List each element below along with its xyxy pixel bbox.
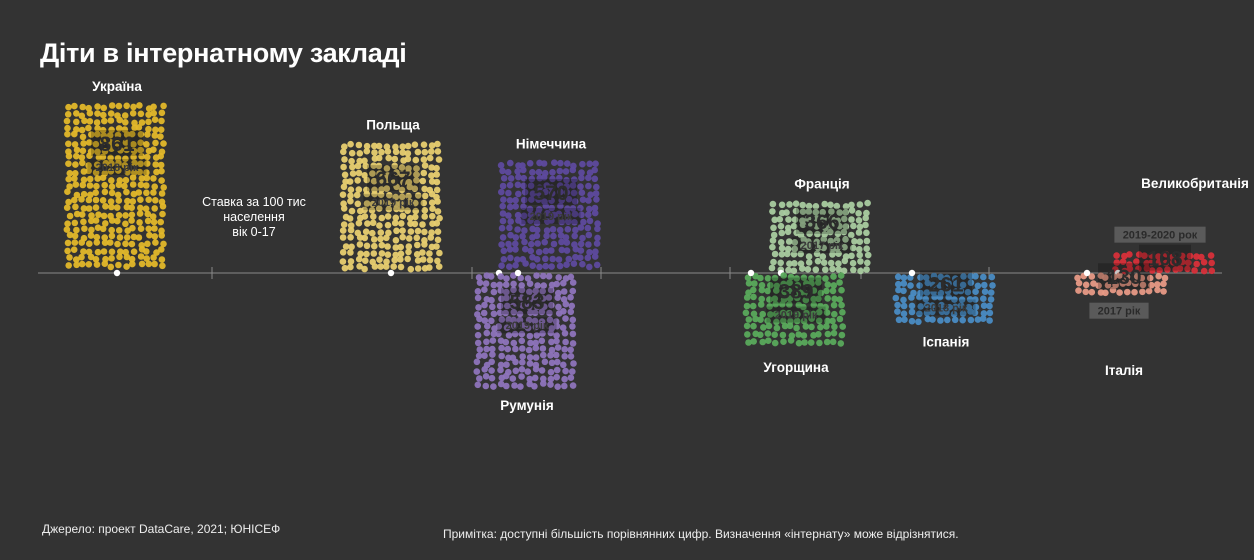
year-label-італія: 2017 рік [1098, 306, 1141, 318]
year-label-bg [87, 158, 147, 175]
value-label-bg [91, 129, 143, 156]
footer-source: Джерело: проект DataCare, 2021; ЮНІСЕФ [42, 522, 281, 536]
value-label-bg [501, 288, 553, 315]
rate-legend-line-1: Ставка за 100 тис [202, 195, 306, 209]
anchor-dot-італія [1083, 269, 1091, 277]
country-label-україна: Україна [92, 79, 142, 94]
value-label-угорщина: 389 [778, 281, 813, 304]
bar-угорщина [742, 272, 846, 347]
bar-польща [339, 140, 443, 273]
bar-україна [63, 102, 167, 271]
year-label-bg [792, 236, 852, 253]
year-label-іспанія: 2018 рік [925, 302, 968, 314]
value-label-румунія: 583 [509, 291, 544, 314]
value-label-bg [525, 178, 577, 205]
value-label-bg [367, 165, 419, 192]
country-label-італія: Італія [1105, 363, 1143, 378]
value-label-україна: 861 [99, 133, 134, 156]
bar-франція [768, 199, 872, 275]
anchor-dot-угорщина [747, 269, 755, 277]
bar-італія [1074, 272, 1169, 297]
year-label-польща: 2019 рік [372, 197, 415, 209]
year-label-німеччина: 2019 рік [530, 211, 573, 223]
country-label-франція: Франція [794, 177, 849, 192]
value-label-bg [920, 270, 972, 297]
country-label-румунія: Румунія [500, 398, 553, 413]
value-label-іспанія: 261 [928, 273, 963, 296]
bar-румунія [473, 272, 577, 391]
year-label-bg [521, 207, 581, 224]
country-label-польща: Польща [366, 117, 420, 132]
bar-великобританія [1112, 250, 1216, 275]
year-label-bg [1114, 226, 1206, 243]
year-label-угорщина: 2019 рік [775, 310, 818, 322]
country-label-великобританія: Великобританія [1141, 176, 1249, 191]
country-label-угорщина: Угорщина [763, 360, 829, 375]
value-label-bg [1098, 263, 1150, 290]
footer-note: Примітка: доступні більшість порівнянних… [443, 527, 959, 541]
year-label-bg [497, 317, 557, 334]
year-label-bg [916, 299, 976, 316]
anchor-dot-польща [387, 269, 395, 277]
year-label-bg [1089, 302, 1149, 319]
value-label-франція: 366 [804, 211, 839, 234]
year-label-франція: 2017 рік [801, 240, 844, 252]
value-label-польща: 667 [375, 168, 410, 191]
value-label-італія: 130 [1106, 266, 1141, 289]
value-label-bg [796, 207, 848, 234]
page-title: Діти в інтернатному закладі [40, 38, 407, 68]
rate-legend-line-2: населення [223, 210, 285, 224]
country-label-іспанія: Іспанія [923, 335, 970, 350]
bar-іспанія [892, 272, 996, 326]
anchor-dot-іспанія [908, 269, 916, 277]
anchor-dot-україна [113, 269, 121, 277]
rate-legend-note: Ставка за 100 тис населення вік 0-17 [193, 195, 315, 240]
year-label-bg [363, 194, 423, 211]
year-label-румунія: 2019 рік [506, 320, 549, 332]
bar-німеччина [497, 159, 601, 271]
country-label-німеччина: Німеччина [516, 136, 587, 151]
rate-legend-line-3: вік 0-17 [232, 225, 276, 239]
value-label-bg [770, 277, 822, 304]
value-label-bg [1139, 244, 1191, 271]
year-label-bg [766, 306, 826, 323]
anchor-dot-румунія [514, 269, 522, 277]
value-label-німеччина: 570 [533, 182, 568, 205]
year-label-великобританія: 2019-2020 рок [1123, 230, 1198, 242]
year-label-україна: 2018 рік [96, 162, 139, 174]
value-label-великобританія: 108 [1147, 248, 1182, 271]
